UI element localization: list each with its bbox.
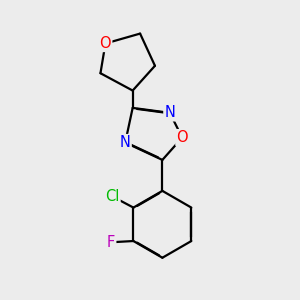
Text: O: O <box>100 36 111 51</box>
Text: F: F <box>107 235 115 250</box>
Text: N: N <box>120 135 131 150</box>
Text: N: N <box>164 105 175 120</box>
Text: Cl: Cl <box>105 189 120 204</box>
Text: O: O <box>176 130 188 145</box>
